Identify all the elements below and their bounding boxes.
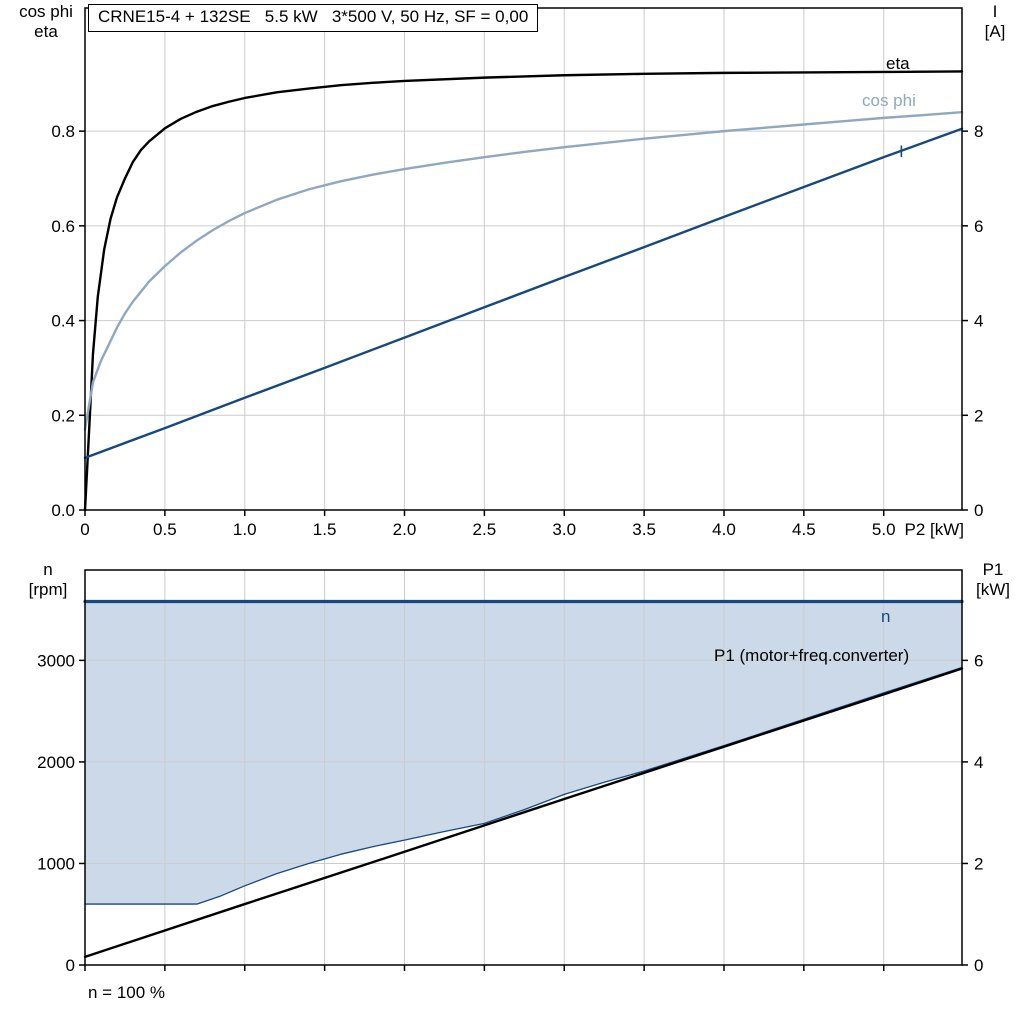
plot-border [84, 569, 963, 966]
top-right-axis-title: I [A] [970, 2, 1020, 42]
x-tick-label: 3.0 [552, 520, 576, 539]
axis-title-eta: eta [34, 22, 58, 41]
y-right-tick-label: 2 [974, 854, 983, 873]
x-tick-label: 0 [80, 520, 89, 539]
x-tick-label: 4.5 [792, 520, 816, 539]
y-right-tick-label: 0 [974, 956, 983, 975]
x-tick-label: 1.0 [233, 520, 257, 539]
x-tick-label: 5.0 [872, 520, 896, 539]
top-left-axis-title: cos phi eta [8, 2, 84, 42]
y-right-tick-label: 6 [974, 217, 983, 236]
x-tick-label: 2.0 [393, 520, 417, 539]
curve-label-current: I [899, 142, 904, 161]
speed-range-area [85, 601, 962, 905]
curve-label-eta: eta [886, 54, 910, 73]
axis-title-p1-unit: [kW] [976, 580, 1010, 599]
y-left-tick-label: 1000 [37, 854, 75, 873]
y-left-tick-label: 0 [66, 956, 75, 975]
axis-title-cosphi: cos phi [19, 2, 73, 21]
x-axis-end-label: P2 [kW] [904, 520, 964, 539]
x-tick-label: 2.5 [473, 520, 497, 539]
speed-percentage-note: n = 100 % [88, 983, 166, 1002]
series-i [83, 127, 964, 460]
series-cos-phi [83, 110, 964, 431]
x-tick-label: 0.5 [153, 520, 177, 539]
x-tick-label: 4.0 [712, 520, 736, 539]
y-right-tick-label: 6 [974, 651, 983, 670]
axis-title-current: I [992, 2, 998, 21]
y-right-tick-label: 4 [974, 753, 983, 772]
y-left-tick-label: 0.2 [51, 406, 75, 425]
y-left-tick-label: 0.0 [51, 501, 75, 520]
bottom-right-axis-title: P1 [kW] [964, 560, 1022, 600]
x-tick-label: 1.5 [313, 520, 337, 539]
y-left-tick-label: 0.6 [51, 217, 75, 236]
axis-title-speed-unit: [rpm] [28, 580, 68, 599]
axis-title-speed: n [43, 560, 53, 579]
x-tick-label: 3.5 [632, 520, 656, 539]
y-right-tick-label: 0 [974, 501, 983, 520]
y-left-tick-label: 0.8 [51, 122, 75, 141]
y-right-tick-label: 8 [974, 122, 983, 141]
curve-label-p1: P1 (motor+freq.converter) [714, 646, 910, 665]
y-left-tick-label: 3000 [37, 651, 75, 670]
series-p1-motor-freq-converter- [83, 667, 964, 959]
y-right-tick-label: 2 [974, 406, 983, 425]
plot-border [84, 7, 963, 511]
curve-label-n: n [881, 607, 891, 626]
y-left-tick-label: 2000 [37, 753, 75, 772]
series-eta [83, 70, 964, 512]
y-left-tick-label: 0.4 [51, 312, 75, 331]
axis-title-p1: P1 [982, 560, 1004, 579]
axis-title-current-unit: [A] [984, 22, 1006, 41]
y-right-tick-label: 4 [974, 312, 983, 331]
bottom-left-axis-title: n [rpm] [12, 560, 84, 600]
curve-label-cosphi: cos phi [862, 91, 916, 110]
chart-title-box: CRNE15-4 + 132SE 5.5 kW 3*500 V, 50 Hz, … [88, 4, 539, 32]
